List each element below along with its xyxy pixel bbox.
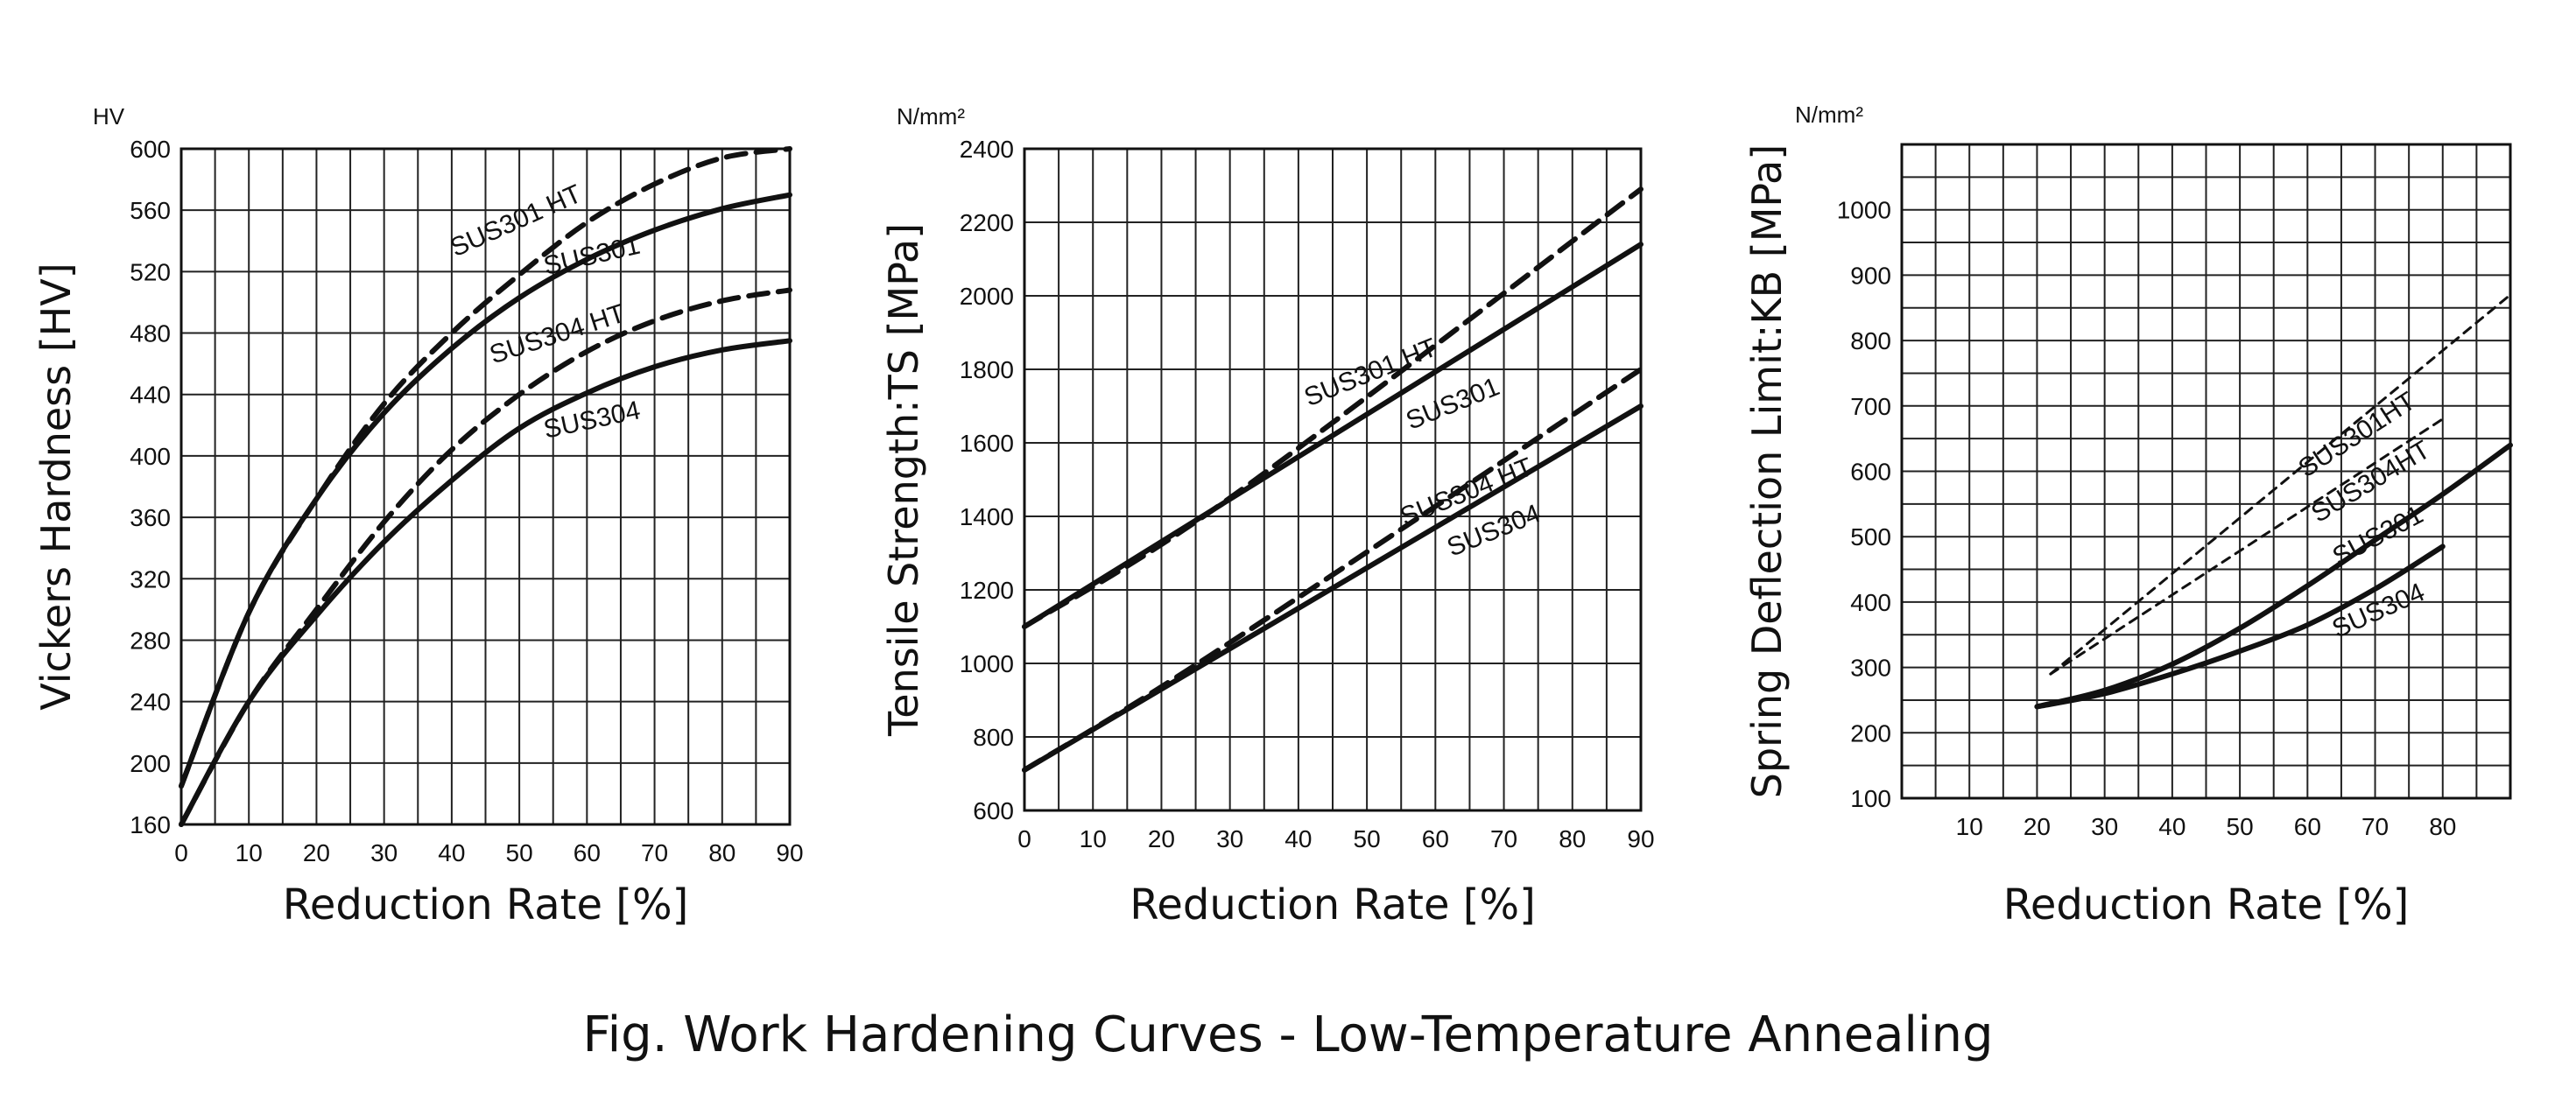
x-tick-label: 10 — [1080, 825, 1107, 852]
x-tick-label: 80 — [1559, 825, 1586, 852]
x-tick-label: 50 — [1354, 825, 1381, 852]
y-axis-title: Tensile Strength:TS [MPa] — [880, 223, 927, 737]
series-line-sus304 — [2034, 543, 2446, 710]
x-tick-label: 90 — [1627, 825, 1654, 852]
x-tick-label: 0 — [1017, 825, 1031, 852]
x-axis-title: Reduction Rate [%] — [283, 880, 689, 929]
y-tick-label: 1600 — [960, 430, 1014, 457]
y-tick-label: 500 — [1850, 523, 1891, 550]
y-tick-label: 240 — [130, 689, 171, 716]
y-unit-label: N/mm² — [897, 103, 965, 130]
y-tick-label: 160 — [130, 811, 171, 838]
series-line-sus304 — [179, 338, 792, 827]
y-tick-label: 520 — [130, 258, 171, 285]
chart-panel-3: 10 20 30 40 50 60 70 80 100 200 300 400 500 600 700 800… — [1743, 102, 2513, 929]
y-tick-label: 700 — [1850, 393, 1891, 420]
x-tick-label: 50 — [2227, 813, 2254, 840]
x-tick-label: 30 — [1216, 825, 1243, 852]
y-tick-label: 600 — [1850, 459, 1891, 486]
x-tick-label: 60 — [1422, 825, 1449, 852]
y-tick-label: 600 — [973, 797, 1014, 824]
y-axis-title: Vickers Hardness [HV] — [32, 263, 80, 710]
y-tick-label: 280 — [130, 627, 171, 654]
x-tick-label: 70 — [2361, 813, 2389, 840]
y-tick-label: 2000 — [960, 283, 1014, 310]
y-unit-label: HV — [93, 103, 125, 130]
x-tick-label: 60 — [574, 839, 601, 866]
y-tick-label: 1000 — [960, 650, 1014, 677]
y-tick-label: 900 — [1850, 262, 1891, 289]
y-tick-label: 200 — [1850, 719, 1891, 747]
x-axis-title: Reduction Rate [%] — [2003, 880, 2410, 929]
series-line-sus301 — [2034, 442, 2513, 710]
y-tick-label: 400 — [1850, 589, 1891, 616]
series-line-sus301ht — [2049, 293, 2512, 676]
x-tick-label: 0 — [174, 839, 188, 866]
y-tick-label: 200 — [130, 750, 171, 777]
x-tick-label: 50 — [506, 839, 533, 866]
y-tick-label: 2200 — [960, 209, 1014, 236]
figure-caption: Fig. Work Hardening Curves - Low-Tempera… — [582, 1006, 1994, 1063]
x-tick-label: 20 — [303, 839, 330, 866]
series-line-sus301 — [179, 192, 792, 789]
y-tick-label: 800 — [973, 724, 1014, 751]
y-tick-label: 1400 — [960, 503, 1014, 530]
x-tick-label: 40 — [438, 839, 465, 866]
chart-panel-2: 0 10 20 30 40 50 60 70 80 90 600 800 1000 1200 1400 160… — [880, 103, 1655, 929]
series-label: SUS301 HT — [1300, 333, 1441, 413]
x-tick-label: 20 — [1148, 825, 1175, 852]
y-tick-label: 400 — [130, 443, 171, 470]
y-tick-label: 320 — [130, 565, 171, 593]
x-tick-label: 10 — [1956, 813, 1983, 840]
y-tick-label: 440 — [130, 382, 171, 409]
series-line-sus301 — [1022, 242, 1643, 629]
x-tick-label: 60 — [2294, 813, 2321, 840]
x-tick-label: 80 — [708, 839, 735, 866]
series-line-sus304ht — [2049, 417, 2445, 676]
plot-frame — [1023, 147, 1643, 812]
series-label: SUS304 HT — [486, 299, 628, 370]
y-tick-label: 1200 — [960, 577, 1014, 604]
y-tick-label: 560 — [130, 197, 171, 224]
x-tick-label: 40 — [2158, 813, 2185, 840]
series-label: SUS304 — [541, 396, 643, 445]
x-tick-label: 40 — [1284, 825, 1312, 852]
y-tick-label: 480 — [130, 320, 171, 347]
y-tick-label: 360 — [130, 504, 171, 531]
plot-frame — [1900, 143, 2512, 800]
plot-frame — [179, 147, 792, 826]
y-tick-label: 100 — [1850, 785, 1891, 812]
x-tick-label: 80 — [2429, 813, 2456, 840]
x-axis-title: Reduction Rate [%] — [1130, 880, 1536, 929]
x-tick-label: 30 — [370, 839, 398, 866]
x-tick-label: 30 — [2091, 813, 2118, 840]
series-line-sus304 — [1022, 403, 1643, 773]
x-tick-label: 10 — [236, 839, 263, 866]
y-tick-label: 1800 — [960, 356, 1014, 383]
y-unit-label: N/mm² — [1795, 102, 1863, 128]
chart-panel-1: 0 10 20 30 40 50 60 70 80 90 160 200 240 280 320 360 400… — [32, 103, 804, 929]
y-axis-title: Spring Deflection Limit:KB [MPa] — [1743, 144, 1791, 798]
x-tick-label: 70 — [641, 839, 668, 866]
x-tick-label: 20 — [2023, 813, 2051, 840]
x-tick-label: 90 — [776, 839, 803, 866]
y-tick-label: 800 — [1850, 327, 1891, 354]
y-tick-label: 600 — [130, 136, 171, 163]
y-tick-label: 300 — [1850, 655, 1891, 682]
y-tick-label: 1000 — [1837, 197, 1891, 224]
y-tick-label: 2400 — [960, 136, 1014, 163]
x-tick-label: 70 — [1490, 825, 1517, 852]
series-label: SUS301 — [541, 231, 643, 281]
